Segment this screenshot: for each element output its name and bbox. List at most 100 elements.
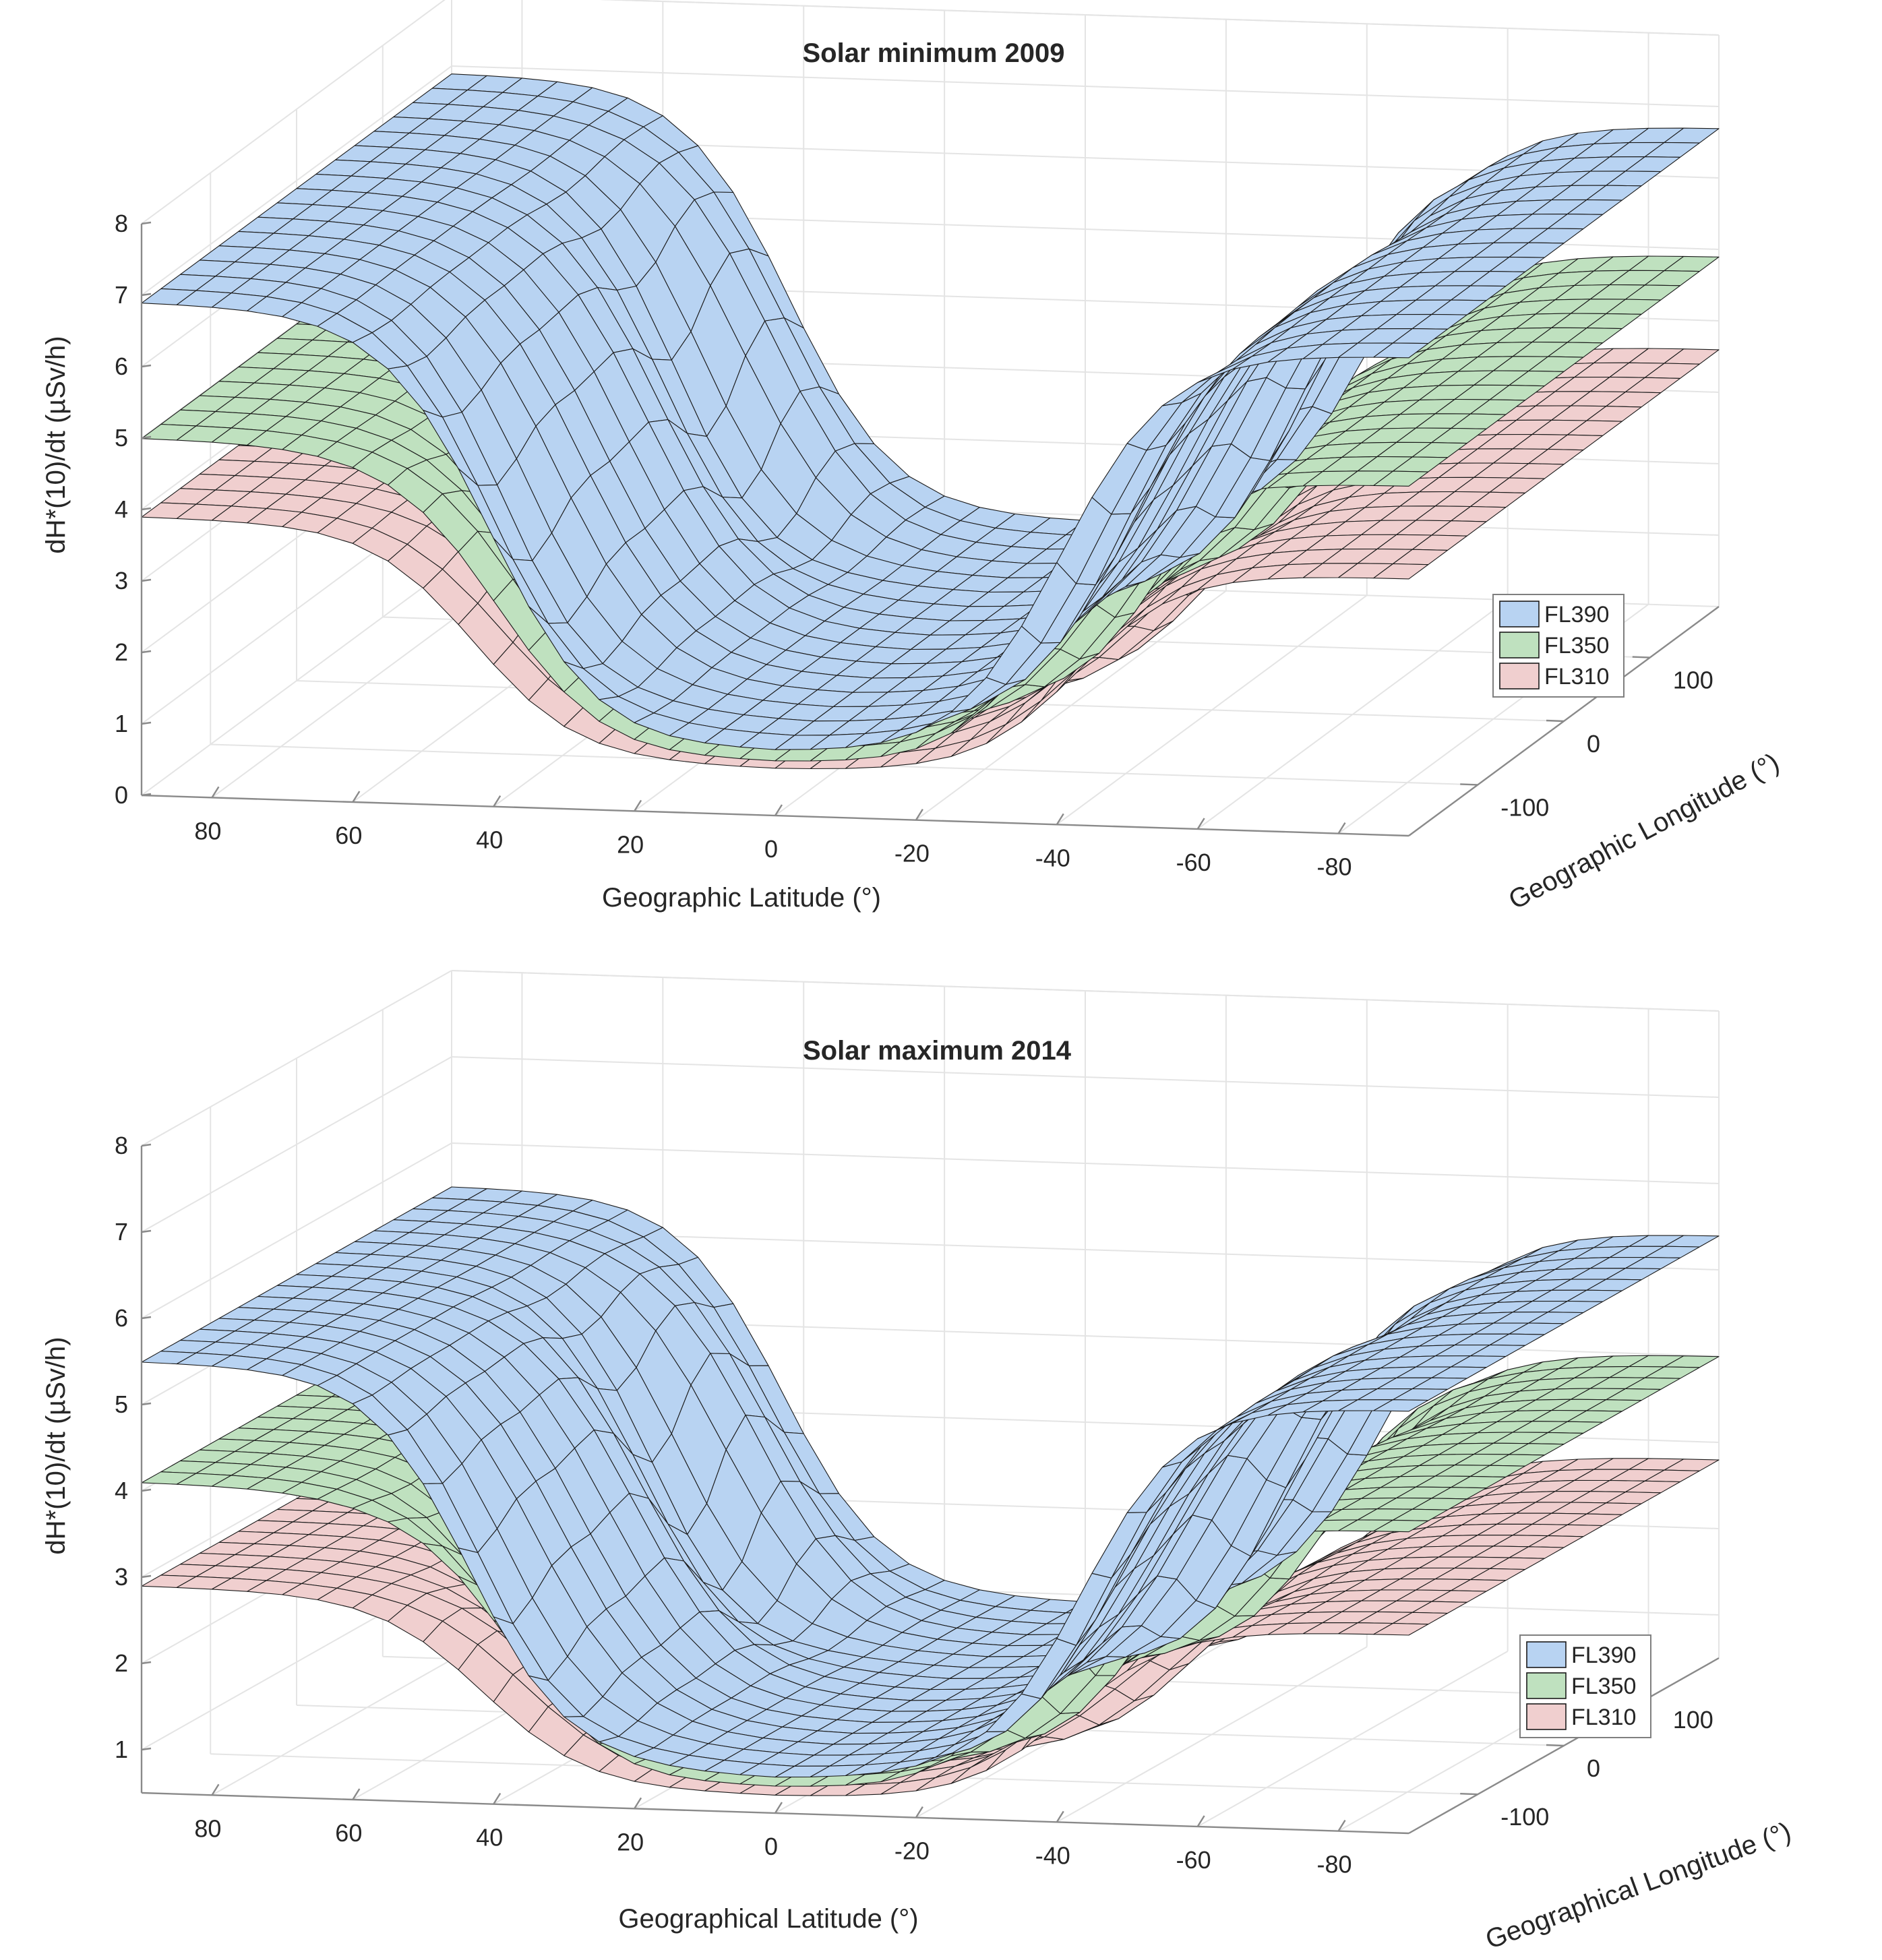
legend-swatch-fl310 xyxy=(1499,663,1540,690)
y-tick-label: 0 xyxy=(1587,1754,1600,1782)
z-tick-label: 7 xyxy=(115,281,128,309)
back-edge xyxy=(451,970,1720,1012)
grid-line xyxy=(141,0,446,224)
x-tick-mark xyxy=(774,804,783,816)
z-tick-label: 2 xyxy=(115,1649,128,1677)
axes: 1 2 3 4 5 6 7 8 80 60 40 20 0 -20 -40 -60 -80 -100 0 100 xyxy=(115,1132,1720,1878)
x-tick-label: -20 xyxy=(894,840,930,867)
x-tick-mark xyxy=(634,1797,642,1809)
grid-line xyxy=(141,65,452,296)
legend-label-fl390: FL390 xyxy=(1571,1643,1636,1668)
x-tick-mark xyxy=(1056,1810,1064,1823)
panel-solar-maximum: 1 2 3 4 5 6 7 8 80 60 40 20 0 -20 -40 -60 -80 -100 0 100 Sol… xyxy=(41,970,1795,1955)
legend-label-fl350: FL350 xyxy=(1571,1674,1636,1699)
grid-line xyxy=(141,1056,452,1233)
x-tick-label: 40 xyxy=(476,826,503,854)
z-tick-label: 8 xyxy=(115,210,128,237)
z-tick-mark xyxy=(141,650,152,654)
legend-swatch-fl350 xyxy=(1499,632,1540,659)
x-tick-label: -60 xyxy=(1176,849,1211,876)
axes: 0 1 2 3 4 5 6 7 8 80 60 40 20 0 -20 -40 -60 -80 -100 0 100 xyxy=(115,210,1720,881)
x-tick-mark xyxy=(1337,1820,1346,1832)
y-tick-label: 100 xyxy=(1673,667,1713,694)
x-tick-mark xyxy=(915,1806,923,1818)
surface-patch xyxy=(1373,1519,1429,1533)
x-axis-label: Geographical Latitude (°) xyxy=(618,1904,918,1934)
surface-patch xyxy=(1373,342,1429,359)
z-tick-mark xyxy=(141,1143,152,1147)
x-tick-label: 60 xyxy=(335,822,362,849)
y-tick-label: 0 xyxy=(1587,730,1600,758)
x-tick-label: 80 xyxy=(194,817,221,845)
surface-patch xyxy=(1373,563,1429,580)
x-tick-mark xyxy=(493,795,502,807)
surface-fl390 xyxy=(141,73,1720,750)
z-tick-label: 7 xyxy=(115,1218,128,1246)
z-tick-label: 1 xyxy=(115,1736,128,1763)
y-tick-mark xyxy=(1546,1744,1565,1747)
x-tick-mark xyxy=(1337,822,1346,834)
x-tick-label: -60 xyxy=(1176,1846,1211,1874)
z-tick-label: 1 xyxy=(115,710,128,737)
grid-line xyxy=(451,1142,1720,1184)
z-tick-mark xyxy=(141,1747,152,1751)
legend: FL390 FL350 FL310 xyxy=(1492,594,1625,698)
x-tick-mark xyxy=(1196,1815,1205,1827)
x-tick-label: 80 xyxy=(194,1814,221,1842)
legend-label-fl310: FL310 xyxy=(1571,1705,1636,1730)
z-tick-label: 4 xyxy=(115,495,128,523)
z-axis-label: dH*(10)/dt (µSv/h) xyxy=(41,336,71,553)
z-tick-label: 8 xyxy=(115,1132,128,1159)
z-tick-mark xyxy=(141,507,152,511)
z-tick-mark xyxy=(141,435,152,439)
z-tick-label: 2 xyxy=(115,638,128,666)
x-axis-label: Geographic Latitude (°) xyxy=(602,883,881,913)
z-tick-mark xyxy=(141,364,152,368)
z-tick-label: 3 xyxy=(115,567,128,594)
x-tick-label: -40 xyxy=(1035,1841,1070,1869)
legend-swatch-fl310 xyxy=(1526,1703,1567,1730)
x-tick-label: 20 xyxy=(617,1828,644,1856)
legend-label-fl310: FL310 xyxy=(1544,664,1609,690)
surface-patch xyxy=(1373,1622,1429,1636)
x-tick-label: -40 xyxy=(1035,844,1070,871)
x-tick-mark xyxy=(634,799,642,811)
z-tick-mark xyxy=(141,1574,152,1579)
x-tick-mark xyxy=(915,809,923,821)
y-tick-label: 100 xyxy=(1673,1706,1713,1734)
z-tick-mark xyxy=(141,293,152,297)
z-axis-label: dH*(10)/dt (µSv/h) xyxy=(41,1337,71,1554)
x-tick-label: -80 xyxy=(1317,853,1352,881)
z-tick-label: 0 xyxy=(115,781,128,809)
y-tick-mark xyxy=(1632,656,1650,659)
x-tick-label: -20 xyxy=(894,1837,930,1865)
grid-line xyxy=(451,1056,1720,1098)
z-tick-mark xyxy=(141,1488,152,1492)
z-tick-mark xyxy=(141,1229,152,1233)
z-tick-mark xyxy=(141,1661,152,1665)
x-tick-mark xyxy=(211,1783,220,1796)
x-tick-mark xyxy=(352,791,361,803)
z-tick-label: 3 xyxy=(115,1563,128,1591)
z-tick-label: 6 xyxy=(115,353,128,380)
x-tick-mark xyxy=(774,1802,783,1814)
x-tick-label: 40 xyxy=(476,1824,503,1851)
z-tick-label: 5 xyxy=(115,1390,128,1418)
x-tick-mark xyxy=(352,1788,361,1800)
panel-solar-minimum: 0 1 2 3 4 5 6 7 8 80 60 40 20 0 -20 -40 -60 -80 -100 0 100 So… xyxy=(41,0,1784,915)
legend: FL390 FL350 FL310 xyxy=(1519,1634,1651,1738)
surface-fl390 xyxy=(141,1186,1720,1778)
z-tick-mark xyxy=(141,221,152,225)
grid-line xyxy=(141,970,452,1146)
legend-swatch-fl390 xyxy=(1526,1641,1567,1668)
y-tick-label: -100 xyxy=(1500,793,1549,821)
legend-label-fl350: FL350 xyxy=(1544,633,1609,659)
z-tick-mark xyxy=(141,1402,152,1406)
z-tick-mark xyxy=(141,721,152,725)
grid-line xyxy=(451,65,1720,107)
x-tick-mark xyxy=(1056,813,1064,825)
grid-line xyxy=(141,1142,452,1319)
z-tick-label: 5 xyxy=(115,424,128,452)
z-tick-mark xyxy=(141,793,152,797)
